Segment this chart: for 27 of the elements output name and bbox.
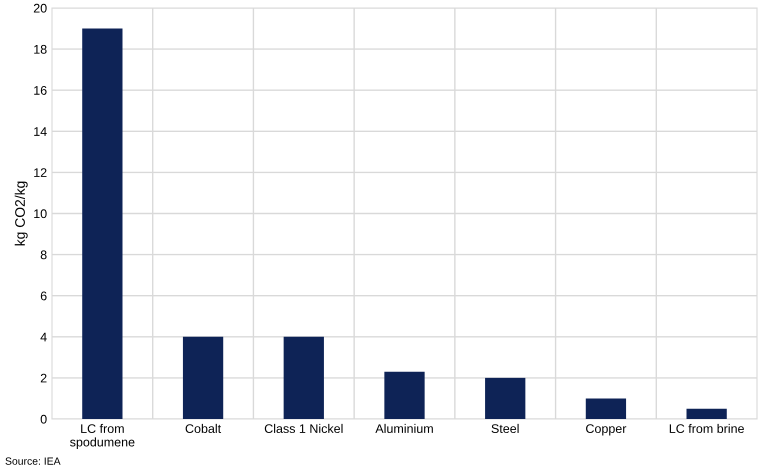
bar	[384, 372, 425, 419]
bar	[82, 28, 122, 419]
bar	[485, 378, 526, 419]
bar	[686, 408, 727, 419]
y-axis-title: kg CO2/kg	[14, 182, 28, 246]
x-tick-label: Cobalt	[186, 424, 222, 434]
y-tick-label: 14	[34, 127, 47, 136]
x-tick-label: Copper	[586, 424, 626, 436]
bar	[182, 336, 224, 419]
y-tick-label: 2	[40, 374, 47, 382]
x-tick-label: Class 1 Nickel	[264, 424, 343, 434]
x-tick-label: LC from spodumene	[70, 424, 134, 449]
y-tick-label: 0	[40, 414, 47, 424]
y-tick-label: 8	[40, 250, 47, 260]
y-tick-label: 10	[34, 209, 47, 218]
y-tick-label: 6	[40, 292, 47, 300]
y-tick-label: 20	[34, 4, 47, 13]
x-tick-label: Aluminium	[375, 424, 433, 434]
y-tick-label: 4	[40, 332, 47, 342]
x-tick-label: Steel	[492, 424, 519, 434]
y-tick-label: 12	[34, 168, 47, 177]
bar	[284, 336, 324, 419]
x-tick-label: LC from brine	[670, 424, 744, 434]
y-tick-label: 18	[34, 44, 47, 54]
bar	[586, 398, 626, 419]
y-tick-label: 16	[34, 86, 47, 95]
source-note: Source: IEA	[5, 457, 61, 465]
